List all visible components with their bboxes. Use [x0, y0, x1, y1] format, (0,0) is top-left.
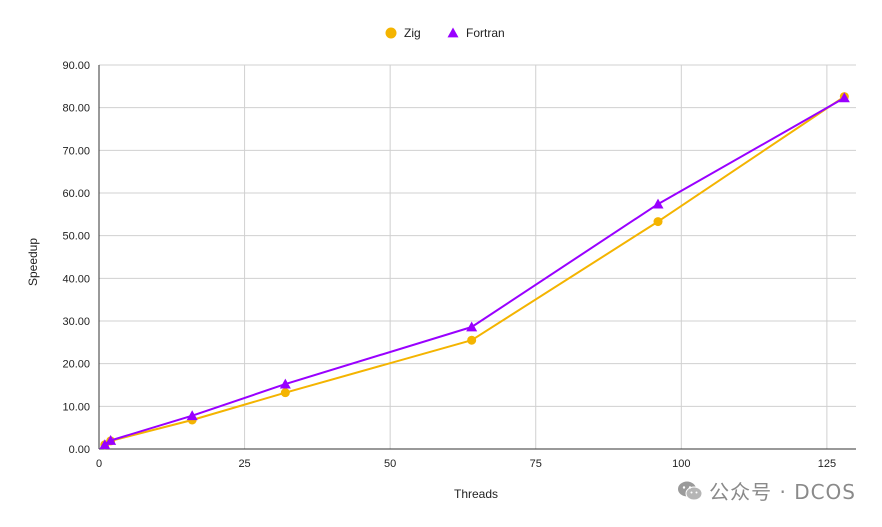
x-tick-label: 0 — [96, 458, 102, 470]
y-tick-label: 60.00 — [62, 188, 90, 200]
y-tick-label: 90.00 — [62, 60, 90, 72]
legend-item-zig: Zig — [385, 26, 421, 40]
wechat-icon — [678, 481, 703, 500]
data-point-fortran — [838, 92, 850, 103]
legend-item-fortran: Fortran — [447, 26, 505, 40]
x-tick-label: 75 — [530, 458, 542, 470]
data-point-fortran — [466, 321, 478, 332]
y-tick-label: 10.00 — [62, 401, 90, 413]
x-tick-label: 100 — [672, 458, 690, 470]
data-point-fortran — [186, 410, 198, 421]
data-point-zig — [653, 217, 663, 227]
x-tick-labels: 0 25 50 75 100 125 — [96, 458, 836, 470]
data-point-fortran — [105, 434, 117, 445]
y-tick-label: 50.00 — [62, 231, 90, 243]
series-layer — [99, 92, 850, 450]
y-tick-label: 40.00 — [62, 273, 90, 285]
legend-label: Zig — [404, 26, 421, 40]
x-tick-label: 125 — [818, 458, 836, 470]
legend: Zig Fortran — [385, 26, 505, 40]
y-tick-label: 30.00 — [62, 316, 90, 328]
axes — [98, 65, 856, 450]
legend-marker-circle — [385, 27, 397, 39]
watermark: 公众号 · DCOS — [677, 476, 856, 505]
y-tick-label: 20.00 — [62, 359, 90, 371]
data-point-fortran — [279, 378, 291, 389]
data-point-fortran — [652, 198, 664, 209]
data-point-zig — [280, 388, 290, 398]
y-tick-labels: 0.00 10.00 20.00 30.00 40.00 50.00 60.00 70.00 8… — [62, 60, 90, 456]
data-point-zig — [467, 335, 477, 345]
series-zig — [100, 92, 849, 450]
y-tick-label: 0.00 — [69, 444, 90, 456]
y-tick-label: 70.00 — [62, 145, 90, 157]
y-tick-label: 80.00 — [62, 103, 90, 115]
x-tick-label: 50 — [384, 458, 396, 470]
legend-marker-triangle — [447, 27, 459, 38]
watermark-text: 公众号 · DCOS — [709, 480, 856, 504]
x-tick-label: 25 — [238, 458, 250, 470]
x-axis-title: Threads — [454, 487, 498, 501]
data-point-fortran — [99, 439, 111, 450]
legend-label: Fortran — [466, 26, 505, 40]
series-fortran — [99, 92, 850, 450]
grid-lines — [99, 64, 856, 449]
y-axis-title: Speedup — [26, 238, 40, 286]
series-line-zig — [104, 95, 845, 446]
